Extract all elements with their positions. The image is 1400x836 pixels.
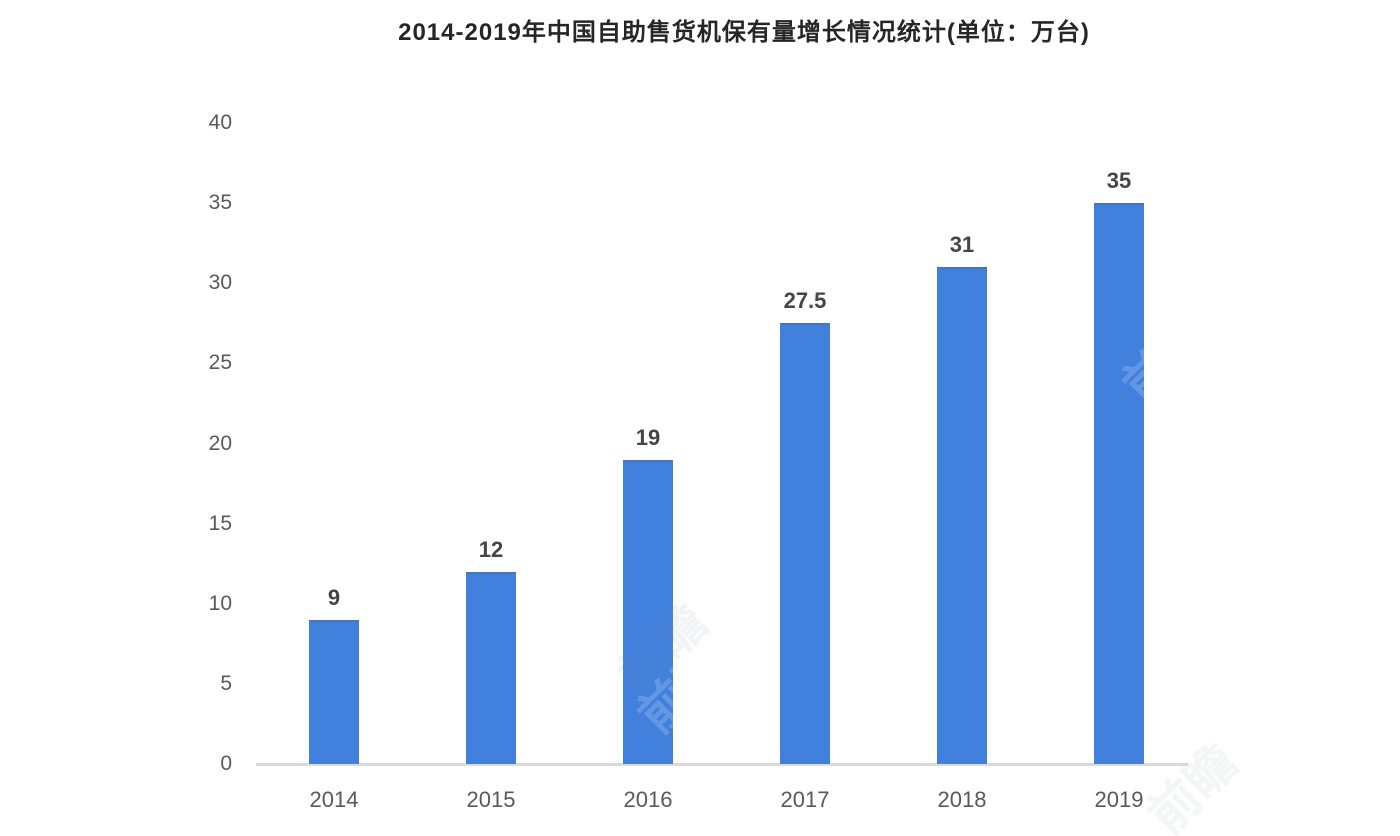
x-tick-label: 2018 bbox=[937, 787, 987, 812]
bar-2014 bbox=[309, 619, 359, 764]
bar-value-label: 31 bbox=[949, 232, 975, 258]
y-tick-label: 15 bbox=[208, 511, 232, 535]
x-tick-label: 2019 bbox=[1094, 787, 1144, 812]
y-tick-label: 5 bbox=[220, 671, 232, 695]
chart-title: 2014-2019年中国自助售货机保有量增长情况统计(单位：万台) bbox=[398, 19, 1090, 46]
bar-2019 bbox=[1094, 203, 1144, 764]
bar-value-label: 12 bbox=[478, 536, 504, 562]
y-tick-label: 0 bbox=[220, 752, 232, 775]
bar-value-label: 19 bbox=[635, 424, 661, 450]
y-tick-label: 35 bbox=[208, 191, 232, 215]
x-tick-label: 2015 bbox=[466, 787, 516, 812]
bar-2017 bbox=[780, 323, 830, 764]
x-tick-label: 2017 bbox=[780, 787, 830, 812]
x-axis-line bbox=[256, 763, 1188, 766]
x-tick-label: 2016 bbox=[623, 787, 673, 812]
y-tick-label: 40 bbox=[208, 111, 232, 134]
y-tick-label: 30 bbox=[208, 271, 232, 295]
y-tick-label: 10 bbox=[208, 591, 232, 615]
watermark: 前瞻 bbox=[1137, 733, 1248, 836]
bar-2016 bbox=[623, 459, 673, 764]
bar-2018 bbox=[937, 267, 987, 764]
bar-value-label: 9 bbox=[327, 584, 341, 610]
bar-value-label: 35 bbox=[1106, 168, 1132, 194]
bar-value-label: 27.5 bbox=[783, 288, 827, 314]
y-tick-label: 25 bbox=[208, 351, 232, 375]
bar-2015 bbox=[466, 571, 516, 764]
x-tick-label: 2014 bbox=[309, 787, 359, 812]
y-tick-label: 20 bbox=[208, 431, 232, 455]
